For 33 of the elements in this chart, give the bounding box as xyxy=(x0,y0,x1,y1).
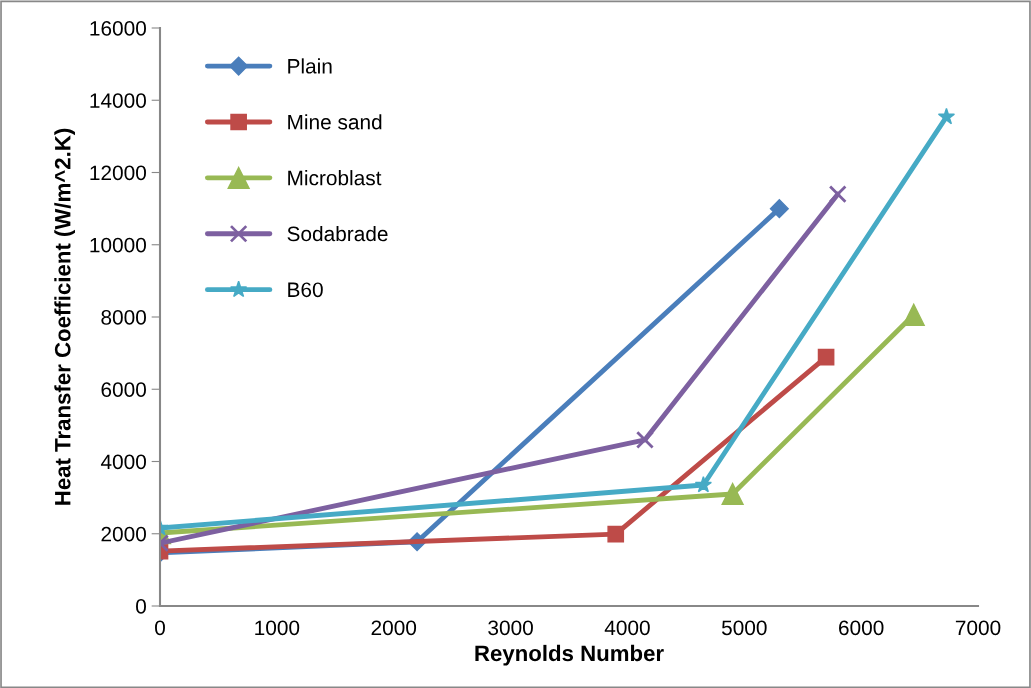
point xyxy=(635,430,654,449)
x-tick-label: 7000 xyxy=(955,620,1001,636)
point xyxy=(902,303,925,326)
y-tick-label: 16000 xyxy=(90,21,146,36)
legend-label: Plain xyxy=(288,58,332,74)
point xyxy=(937,107,956,125)
y-tick-label: 0 xyxy=(136,599,146,614)
y-tick-label: 8000 xyxy=(101,310,146,325)
point xyxy=(607,525,625,543)
legend-label: B60 xyxy=(288,282,323,298)
legend-label: Sodabrade xyxy=(287,225,388,242)
x-axis-title: Reynolds Number xyxy=(475,644,664,666)
y-axis-title: Heat Transfer Coefficient (W/m^2.K) xyxy=(54,128,75,505)
x-tick-label: 2000 xyxy=(371,620,417,636)
y-tick-label: 14000 xyxy=(90,93,146,108)
y-tick-label: 10000 xyxy=(90,237,146,253)
y-tick-label: 2000 xyxy=(101,526,146,542)
point xyxy=(828,185,847,204)
x-tick-label: 4000 xyxy=(604,620,650,636)
point xyxy=(694,475,713,493)
point xyxy=(817,348,835,366)
y-tick-label: 12000 xyxy=(90,165,146,181)
x-tick-label: 0 xyxy=(155,620,165,636)
legend-label: Microblast xyxy=(288,170,382,186)
point xyxy=(721,482,744,506)
y-tick-label: 4000 xyxy=(100,454,146,470)
x-tick-label: 1000 xyxy=(255,620,300,636)
legend-label: Mine sand xyxy=(288,114,382,130)
x-tick-label: 5000 xyxy=(721,620,767,636)
x-tick-label: 3000 xyxy=(488,620,533,636)
y-tick-label: 6000 xyxy=(101,382,146,397)
x-tick-label: 6000 xyxy=(839,620,884,636)
point xyxy=(769,199,789,219)
